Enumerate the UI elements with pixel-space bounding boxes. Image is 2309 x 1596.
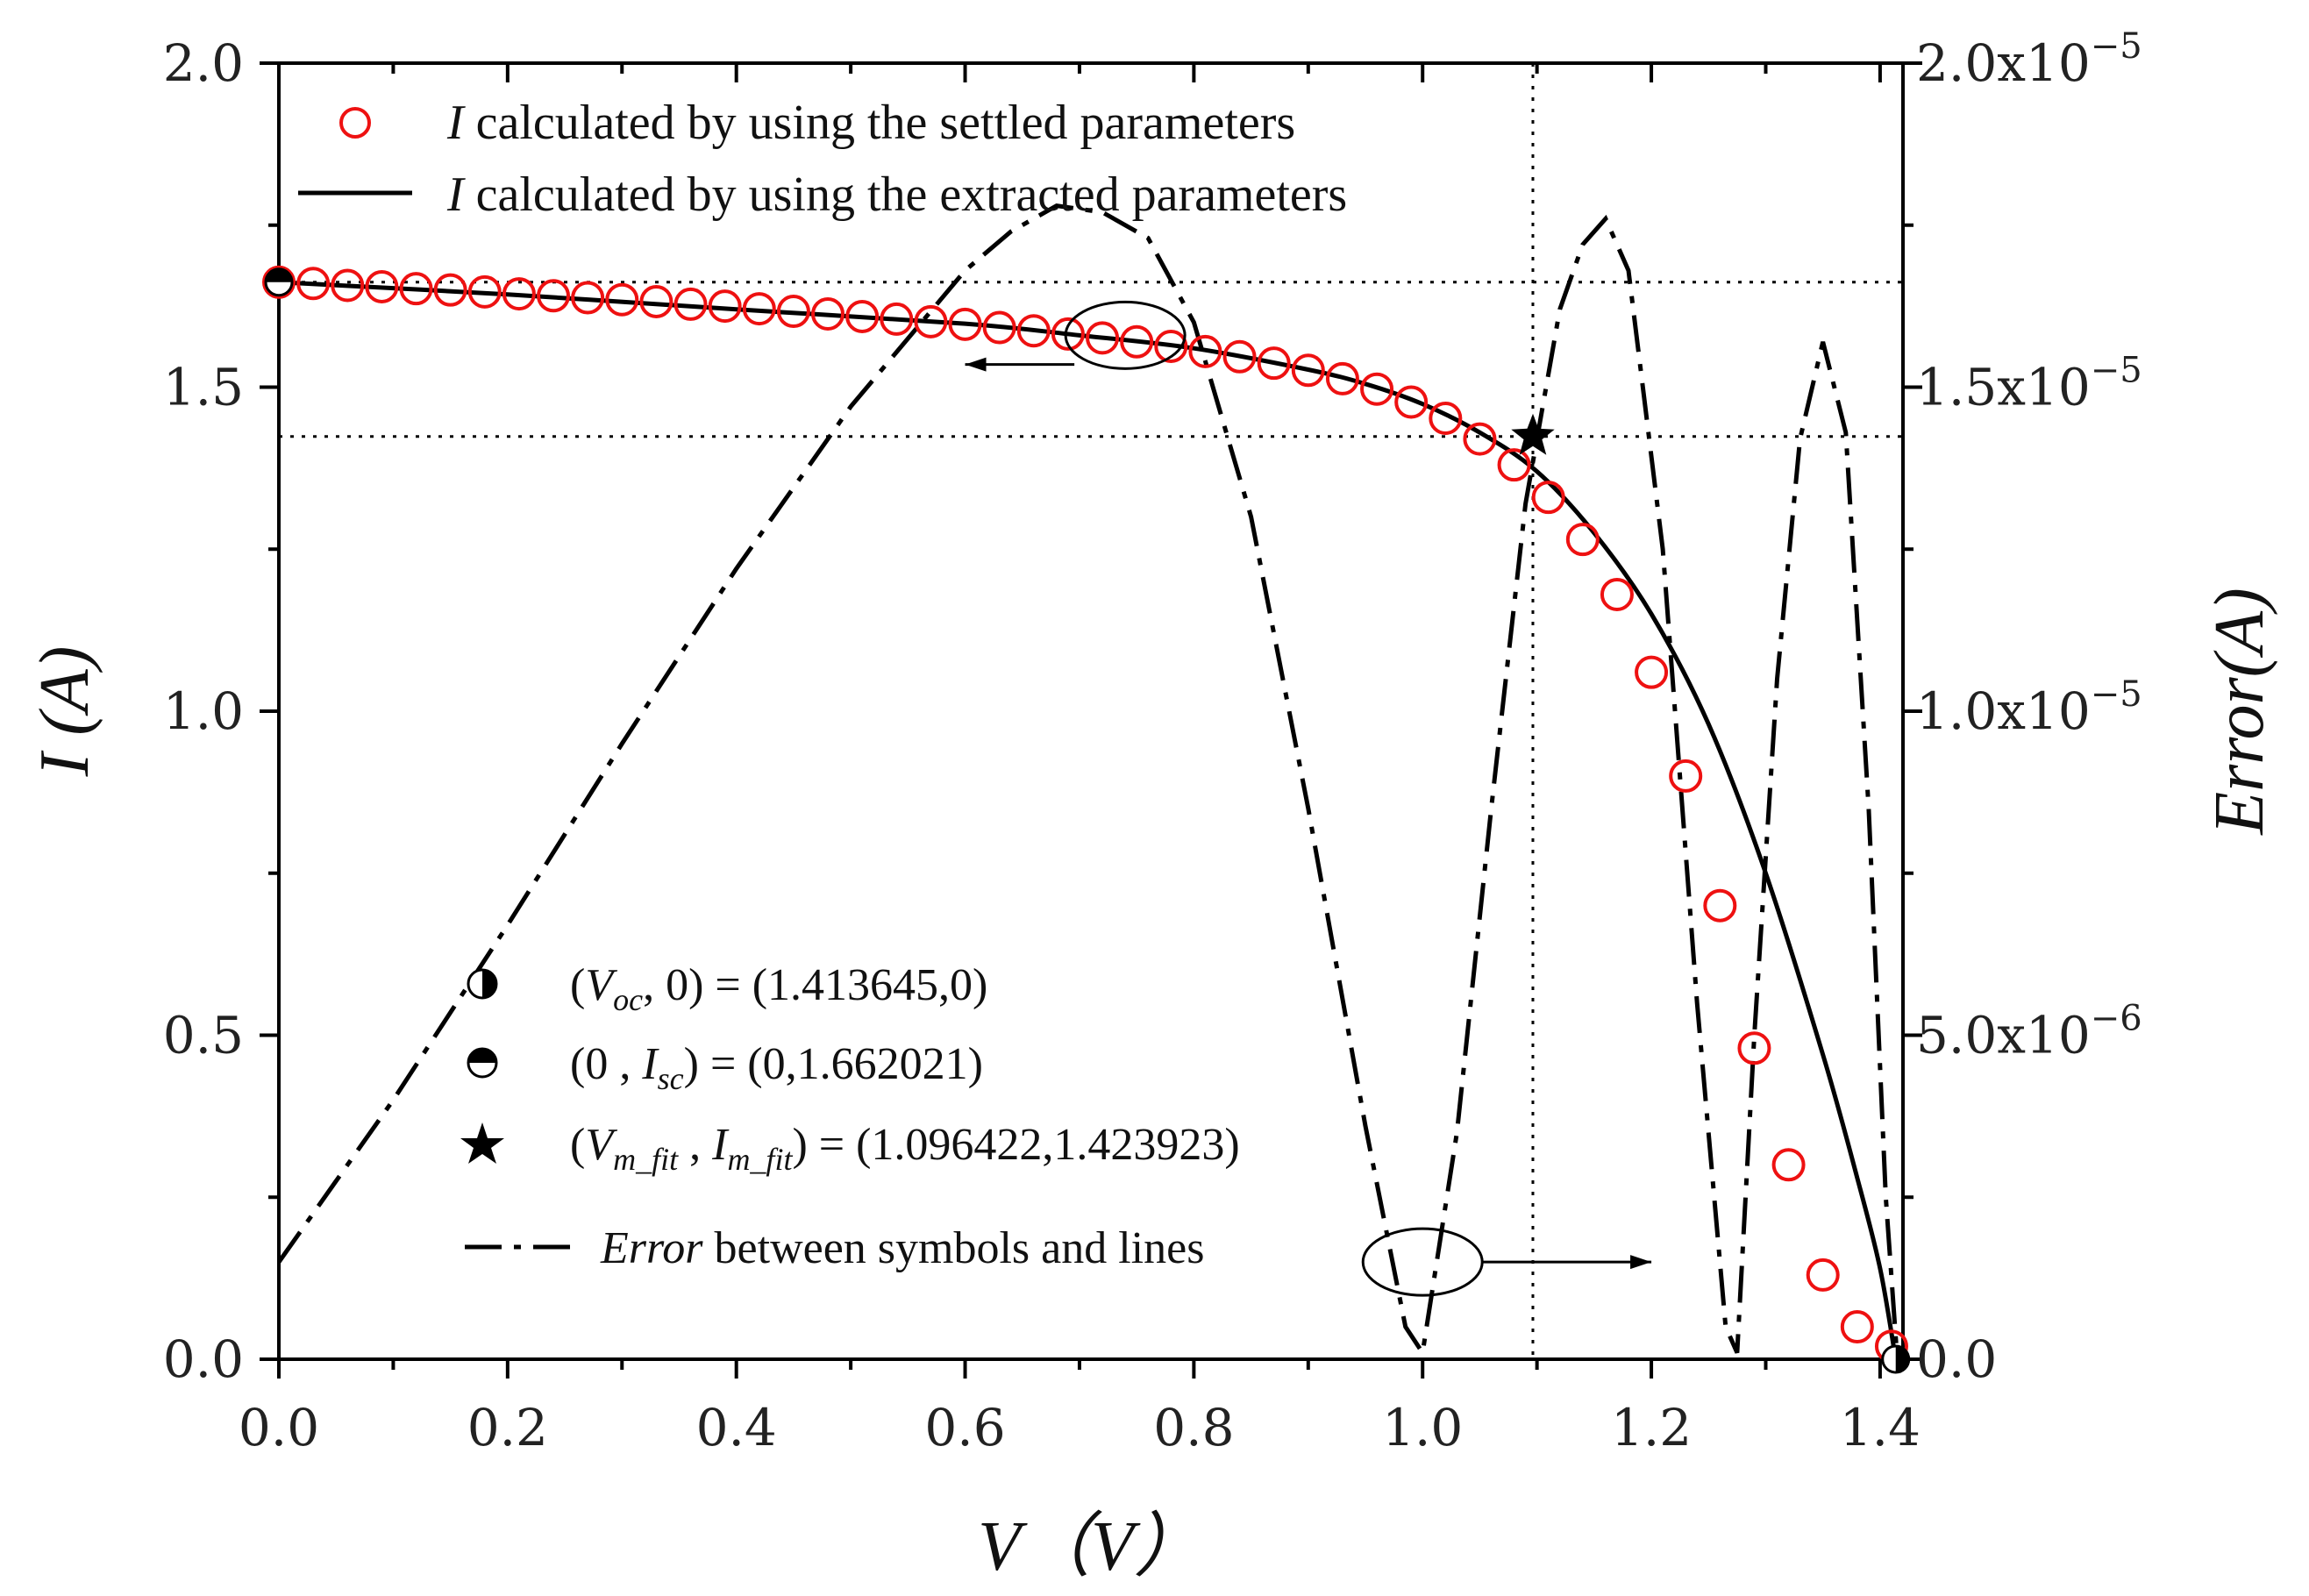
- y-right-tick-labels: 0.0 5.0x10−6 1.0x10−5 1.5x10−5 2.0x10−5: [1916, 26, 2142, 1389]
- settled-point-marker: [1291, 353, 1325, 388]
- settled-point-marker: [537, 279, 571, 313]
- settled-point-marker: [1703, 888, 1737, 923]
- settled-point-marker: [467, 274, 502, 309]
- settled-point-marker: [1463, 422, 1497, 456]
- annotation-pmax: (Vm_fit , Im_fit) = (1.096422,1.423923): [570, 1120, 1240, 1177]
- settled-point-marker: [433, 273, 467, 307]
- settled-point-marker: [1840, 1310, 1874, 1344]
- settled-point-marker: [1394, 385, 1429, 419]
- x-tick-label: 0.0: [239, 1398, 319, 1457]
- axis-indicator-ellipses: [965, 300, 1652, 1297]
- star-legend-icon: [460, 1122, 504, 1164]
- isc-legend-icon: [467, 1047, 498, 1079]
- settled-point-marker: [1188, 334, 1222, 368]
- legend: I calculated by using the settled parame…: [298, 96, 1347, 222]
- y-left-tick-label: 1.5: [163, 358, 244, 417]
- settled-point-marker: [1497, 448, 1531, 482]
- settled-point-marker: [1016, 314, 1051, 348]
- x-tick-label: 0.8: [1153, 1398, 1234, 1457]
- settled-point-marker: [982, 310, 1016, 345]
- settled-point-marker: [1806, 1258, 1840, 1292]
- settled-point-marker: [605, 282, 639, 317]
- x-tick-label: 0.2: [467, 1398, 548, 1457]
- y-right-tick-label: 5.0x10−6: [1916, 999, 2142, 1065]
- y-left-tick-label: 0.5: [163, 1006, 244, 1065]
- settled-point-marker: [880, 302, 914, 336]
- settled-point-marker: [1257, 346, 1291, 381]
- isc-point-marker: [264, 267, 294, 297]
- x-tick-label: 0.6: [924, 1398, 1005, 1457]
- x-tick-label: 1.2: [1611, 1398, 1692, 1457]
- settled-point-marker: [296, 267, 331, 301]
- y-left-tick-label: 0.0: [163, 1329, 244, 1389]
- annotation-voc: (Voc, 0) = (1.413645,0): [570, 960, 987, 1017]
- settled-point-marker: [1222, 339, 1257, 374]
- settled-point-marker: [571, 281, 605, 315]
- settled-point-marker: [1154, 329, 1188, 363]
- indicator-ellipse-left-axis: [965, 300, 1187, 372]
- settled-point-marker: [262, 265, 296, 299]
- settled-point-marker: [1086, 321, 1120, 355]
- settled-point-marker: [1325, 361, 1359, 395]
- error-series-line: [276, 203, 1899, 1360]
- settled-point-marker: [1565, 523, 1600, 557]
- settled-point-marker: [673, 287, 708, 321]
- x-tick-label: 1.4: [1840, 1398, 1921, 1457]
- x-tick-label: 1.0: [1382, 1398, 1463, 1457]
- settled-point-marker: [742, 292, 776, 326]
- y-left-tick-label: 2.0: [163, 33, 244, 93]
- settled-point-marker: [776, 295, 810, 329]
- settled-point-marker: [948, 307, 982, 341]
- axis-ticks: [260, 61, 1922, 1379]
- settled-point-marker: [1669, 759, 1703, 793]
- settled-point-marker: [811, 296, 845, 331]
- settled-point-marker: [399, 272, 433, 306]
- x-axis-title: V（V）: [978, 1508, 1204, 1585]
- y-right-tick-label: 0.0: [1916, 1329, 1997, 1389]
- indicator-ellipse-right-axis: [1361, 1227, 1652, 1297]
- settled-point-marker: [708, 289, 742, 324]
- pmax-star-marker: [1511, 413, 1555, 455]
- settled-point-marker: [1635, 655, 1669, 689]
- reference-lines: [279, 63, 1903, 1359]
- settled-point-marker: [1737, 1031, 1771, 1065]
- settled-point-marker: [1051, 317, 1085, 351]
- settled-point-marker: [1531, 481, 1565, 515]
- settled-point-marker: [845, 299, 880, 333]
- legend-label-extracted: I calculated by using the extracted para…: [446, 167, 1347, 222]
- x-tick-label: 0.4: [696, 1398, 777, 1457]
- settled-point-marker: [639, 284, 673, 318]
- y-left-tick-label: 1.0: [163, 681, 244, 741]
- settled-point-marker: [1771, 1148, 1806, 1182]
- voc-legend-icon: [467, 968, 498, 1000]
- legend-marker-circle: [339, 107, 371, 139]
- y-right-tick-label: 2.0x10−5: [1916, 26, 2142, 93]
- settled-point-marker: [914, 304, 948, 338]
- voc-point-marker: [1881, 1344, 1911, 1374]
- settled-point-marker: [1600, 577, 1634, 611]
- settled-point-marker: [365, 269, 399, 303]
- settled-point-marker: [502, 277, 536, 311]
- settled-point-marker: [1120, 324, 1154, 359]
- extracted-fit-line: [278, 280, 1899, 1360]
- y-left-axis-title: I (A): [26, 646, 103, 778]
- y-left-tick-labels: 0.0 0.5 1.0 1.5 2.0: [163, 33, 244, 1389]
- annotation-isc: (0 , Isc) = (0,1.662021): [570, 1039, 983, 1096]
- settled-markers: [262, 265, 1908, 1364]
- settled-point-marker: [331, 268, 365, 303]
- special-points: [264, 267, 1911, 1374]
- annotation-error: Error between symbols and lines: [600, 1223, 1204, 1273]
- point-annotations: (Voc, 0) = (1.413645,0) (0 , Isc) = (0,1…: [460, 960, 1240, 1273]
- settled-point-marker: [1429, 401, 1463, 435]
- y-right-axis-title: Error(A): [2201, 588, 2278, 835]
- settled-point-marker: [1360, 372, 1394, 406]
- y-right-tick-label: 1.5x10−5: [1916, 351, 2142, 417]
- y-right-tick-label: 1.0x10−5: [1916, 674, 2142, 741]
- x-tick-labels: 0.0 0.2 0.4 0.6 0.8 1.0 1.2 1.4: [239, 1398, 1921, 1457]
- legend-label-settled: I calculated by using the settled parame…: [446, 96, 1295, 150]
